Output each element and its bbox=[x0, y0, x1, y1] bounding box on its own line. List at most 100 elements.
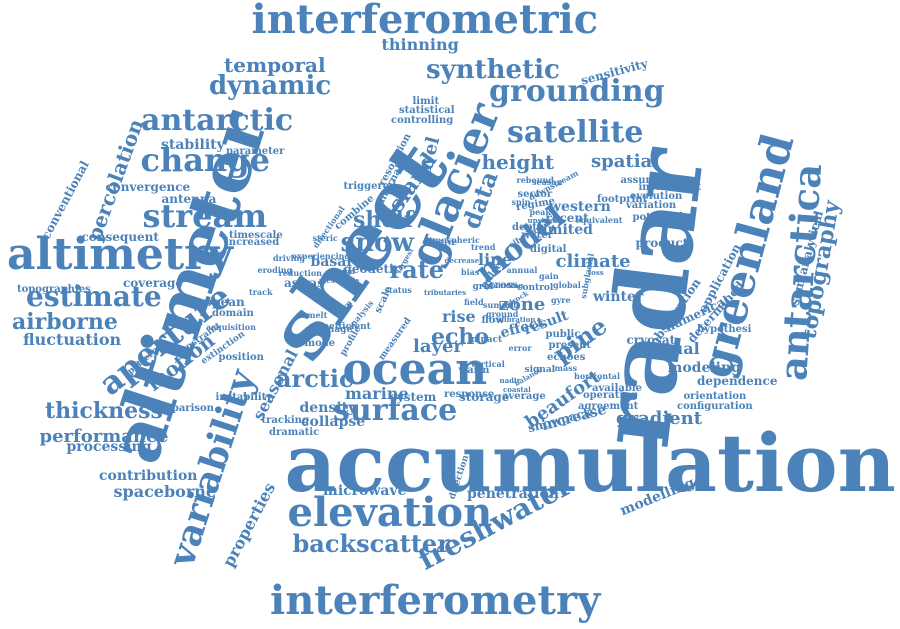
cloud-word-193: vertical bbox=[471, 359, 505, 369]
cloud-word-66: convergence bbox=[105, 180, 191, 194]
cloud-word-172: loss bbox=[588, 267, 604, 277]
cloud-word-186: equivalent bbox=[575, 215, 623, 225]
cloud-word-10: ocean bbox=[342, 344, 488, 395]
cloud-word-61: zone bbox=[498, 294, 546, 315]
cloud-word-18: antarctic bbox=[141, 103, 294, 138]
cloud-word-140: warm bbox=[458, 365, 490, 376]
cloud-word-170: sounding bbox=[487, 280, 524, 290]
cloud-word-62: thinning bbox=[381, 35, 459, 54]
cloud-word-122: limit bbox=[412, 96, 440, 107]
cloud-word-24: backscatter bbox=[292, 529, 450, 558]
cloud-word-86: instrument bbox=[638, 182, 702, 193]
cloud-word-105: mode bbox=[304, 338, 336, 349]
cloud-word-195: error bbox=[508, 343, 532, 353]
cloud-word-135: asiras bbox=[284, 276, 324, 290]
cloud-word-4: interferometric bbox=[251, 0, 599, 43]
cloud-word-29: snow bbox=[340, 228, 414, 258]
cloud-word-198: bias bbox=[461, 267, 480, 277]
cloud-word-177: coefficient bbox=[317, 321, 371, 332]
cloud-word-119: depth bbox=[512, 222, 545, 233]
cloud-word-67: antenna bbox=[161, 192, 217, 206]
cloud-word-17: change bbox=[140, 141, 270, 179]
cloud-word-43: arctic bbox=[276, 364, 354, 393]
cloud-word-82: product bbox=[635, 236, 689, 250]
cloud-word-173: gain bbox=[539, 271, 559, 281]
cloud-word-83: potential bbox=[632, 212, 684, 223]
cloud-word-48: processing bbox=[66, 439, 152, 455]
cloud-word-70: topographies bbox=[17, 284, 91, 295]
cloud-word-91: limited bbox=[537, 222, 593, 238]
cloud-word-38: spatial bbox=[591, 151, 660, 172]
cloud-word-30: height bbox=[481, 150, 555, 174]
cloud-word-78: hypothesi bbox=[697, 324, 752, 335]
cloud-word-11: elevation bbox=[287, 489, 493, 536]
cloud-word-31: shelf bbox=[353, 207, 414, 233]
cloud-word-23: estimate bbox=[26, 280, 162, 313]
cloud-word-97: domain bbox=[212, 308, 254, 319]
cloud-word-134: geodetic bbox=[343, 262, 401, 276]
cloud-word-133: experiencing bbox=[292, 251, 351, 261]
cloud-word-14: grounding bbox=[489, 74, 665, 109]
cloud-word-189: mass bbox=[554, 363, 578, 373]
cloud-word-54: gradient bbox=[616, 408, 703, 429]
cloud-word-142: cross bbox=[488, 280, 518, 291]
cloud-word-124: controlling bbox=[391, 115, 454, 126]
cloud-word-16: stream bbox=[142, 197, 268, 235]
cloud-word-110: available bbox=[592, 383, 642, 394]
cloud-word-100: comparison bbox=[148, 403, 214, 414]
cloud-word-72: winter bbox=[593, 289, 644, 305]
cloud-word-143: impact bbox=[467, 334, 503, 345]
cloud-word-157: relative bbox=[423, 237, 457, 247]
cloud-word-104: dramatic bbox=[269, 427, 320, 438]
cloud-word-84: variation bbox=[626, 200, 677, 211]
cloud-word-192: field bbox=[464, 297, 484, 307]
cloud-word-179: gyre bbox=[551, 295, 571, 305]
cloud-word-58: density bbox=[299, 400, 357, 416]
cloud-word-168: acquisition bbox=[206, 322, 256, 332]
cloud-word-26: dynamic bbox=[209, 71, 332, 101]
cloud-word-55: modeling bbox=[667, 360, 741, 376]
cloud-word-194: horizontal bbox=[574, 371, 621, 381]
cloud-word-111: average bbox=[502, 391, 546, 402]
cloud-word-191: summit bbox=[483, 300, 517, 310]
cloud-word-144: response bbox=[444, 389, 495, 400]
cloud-word-190: annual bbox=[506, 265, 538, 275]
cloud-word-35: fluctuation bbox=[23, 330, 122, 349]
cloud-word-108: operating bbox=[583, 390, 638, 401]
cloud-word-95: rise bbox=[442, 307, 476, 326]
cloud-word-68: consequent bbox=[81, 230, 159, 244]
cloud-word-56: collapse bbox=[301, 414, 366, 430]
cloud-word-180: control bbox=[517, 282, 554, 293]
cloud-word-101: tracking bbox=[261, 415, 309, 426]
cloud-word-92: climate bbox=[555, 251, 631, 272]
cloud-word-15: synthetic bbox=[426, 55, 560, 85]
cloud-word-51: microwave bbox=[323, 483, 407, 499]
cloud-word-36: performance bbox=[39, 426, 169, 447]
cloud-word-118: water bbox=[521, 230, 553, 241]
cloud-word-27: temporal bbox=[224, 53, 326, 77]
cloud-word-85: evolution bbox=[630, 191, 683, 202]
cloud-word-131: timescale bbox=[229, 230, 283, 241]
cloud-word-49: contribution bbox=[99, 468, 198, 484]
cloud-word-102: storage bbox=[459, 390, 510, 404]
cloud-word-103: system bbox=[390, 390, 437, 404]
cloud-word-163: coastal bbox=[503, 384, 531, 394]
cloud-word-80: orientation bbox=[683, 391, 747, 402]
cloud-word-185: season bbox=[532, 177, 563, 187]
cloud-word-33: thickness bbox=[45, 398, 163, 424]
cloud-word-166: upstream bbox=[527, 215, 565, 225]
cloud-word-196: signal bbox=[524, 364, 556, 375]
cloud-word-136: track bbox=[249, 287, 273, 297]
cloud-word-94: basal bbox=[310, 254, 352, 270]
cloud-word-152: eroding bbox=[257, 265, 293, 275]
cloud-word-0: accumulation bbox=[284, 416, 896, 510]
cloud-word-59: marine bbox=[345, 384, 409, 403]
cloud-word-109: agreement bbox=[578, 401, 639, 412]
cloud-word-156: atmospheric bbox=[424, 235, 480, 245]
cloud-word-71: cryosat bbox=[626, 333, 676, 347]
cloud-word-159: status bbox=[384, 285, 412, 295]
cloud-word-81: configuration bbox=[677, 401, 753, 412]
cloud-word-13: satellite bbox=[507, 115, 644, 150]
cloud-word-120: sector bbox=[517, 189, 553, 200]
